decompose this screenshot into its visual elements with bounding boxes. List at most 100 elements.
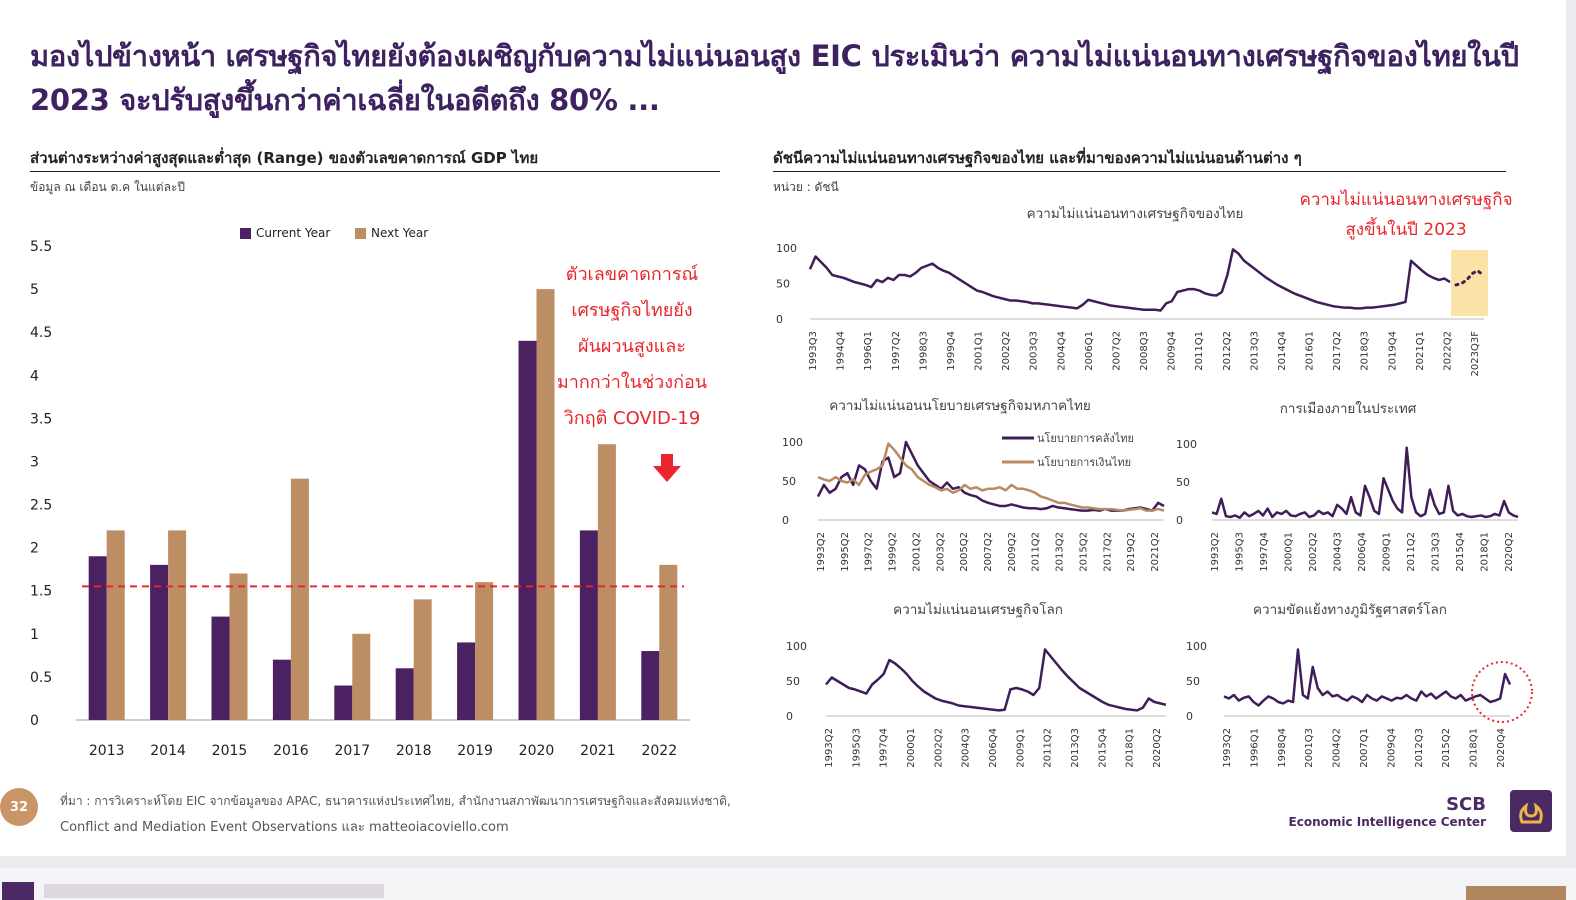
annotation-text: ผันผวนสูงและ [578, 336, 686, 357]
x-tick-label: 2015Q2 [1441, 728, 1452, 768]
x-tick-label: 2013 [89, 743, 125, 759]
next-slide-title-placeholder [44, 884, 384, 898]
x-tick-label: 2006Q4 [988, 728, 999, 768]
x-tick-label: 2020 [519, 743, 555, 759]
x-tick-label: 1995Q3 [851, 728, 862, 768]
x-tick-label: 2016Q1 [1305, 331, 1316, 371]
right-panel-title: ดัชนีความไม่แน่นอนทางเศรษฐกิจของไทย และท… [773, 149, 1302, 167]
x-tick-label: 2007Q2 [1111, 331, 1122, 371]
next-slide-tag [1466, 886, 1566, 900]
x-tick-label: 2004Q3 [961, 728, 972, 768]
y-tick-label: 2.5 [30, 498, 52, 514]
legend-swatch [240, 228, 251, 239]
y-tick-label: 5 [30, 282, 39, 298]
x-tick-label: 2016 [273, 743, 309, 759]
y-tick-label: 0.5 [30, 670, 52, 686]
x-tick-label: 2007Q1 [1359, 728, 1370, 768]
bar-next-year [536, 289, 555, 720]
bar-current-year [88, 556, 107, 720]
legend-label: นโยบายการเงินไทย [1037, 455, 1131, 469]
x-tick-label: 2019 [457, 743, 493, 759]
forecast-highlight-box [1451, 250, 1488, 316]
x-tick-label: 2017Q2 [1102, 532, 1113, 572]
bar-next-year [659, 564, 678, 720]
y-tick-label: 100 [776, 242, 797, 255]
x-tick-label: 2001Q1 [974, 331, 985, 371]
x-tick-label: 2021Q2 [1150, 532, 1161, 572]
x-tick-label: 2009Q1 [1015, 728, 1026, 768]
x-tick-label: 2015Q2 [1078, 532, 1089, 572]
y-tick-label: 3 [30, 454, 39, 470]
y-tick-label: 100 [1186, 640, 1207, 653]
x-tick-label: 2018Q1 [1125, 728, 1136, 768]
x-tick-label: 1997Q2 [864, 532, 875, 572]
logo-subtitle: Economic Intelligence Center [1288, 815, 1486, 829]
legend-swatch [355, 228, 366, 239]
x-tick-label: 2009Q4 [1386, 728, 1397, 768]
x-tick-label: 1997Q4 [879, 728, 890, 768]
x-tick-label: 1998Q3 [918, 331, 929, 371]
x-tick-label: 2011Q1 [1194, 331, 1205, 371]
x-tick-label: 1993Q2 [1222, 728, 1233, 768]
bar-current-year [641, 651, 660, 720]
y-tick-label: 50 [782, 475, 796, 488]
bar-current-year [150, 564, 169, 720]
subchart-title: ความไม่แน่นอนทางเศรษฐกิจของไทย [1027, 206, 1244, 222]
x-tick-label: 2004Q2 [1332, 728, 1343, 768]
x-tick-label: 1994Q4 [836, 331, 847, 371]
series-line [1211, 446, 1519, 519]
x-tick-label: 2000Q1 [1284, 532, 1295, 572]
subchart-title: ความไม่แน่นอนนโยบายเศรษฐกิจมหภาคไทย [829, 397, 1091, 414]
bar-next-year [413, 599, 432, 720]
x-tick-label: 2018 [396, 743, 432, 759]
x-tick-label: 1999Q4 [946, 331, 957, 371]
down-arrow-icon [653, 454, 681, 482]
left-panel-title: ส่วนต่างระหว่างค่าสูงสุดและต่ำสุด (Range… [30, 149, 539, 167]
x-tick-label: 2015 [212, 743, 248, 759]
slide-title: มองไปข้างหน้า เศรษฐกิจไทยยังต้องเผชิญกับ… [30, 39, 1519, 117]
y-tick-label: 0 [1186, 710, 1193, 723]
series-line [825, 648, 1167, 712]
x-tick-label: 2004Q3 [1333, 532, 1344, 572]
x-tick-label: 1993Q3 [808, 331, 819, 371]
y-tick-label: 0 [786, 710, 793, 723]
x-tick-label: 2012Q3 [1414, 728, 1425, 768]
x-tick-label: 2022Q2 [1442, 331, 1453, 371]
next-slide-mark [2, 882, 34, 900]
x-tick-label: 2023Q3F [1470, 331, 1481, 377]
x-tick-label: 2007Q2 [983, 532, 994, 572]
series-line [808, 248, 1451, 312]
y-tick-label: 4 [30, 368, 39, 384]
y-tick-label: 100 [782, 436, 803, 449]
x-tick-label: 2015Q4 [1097, 728, 1108, 768]
x-tick-label: 2011Q2 [1031, 532, 1042, 572]
x-tick-label: 2006Q1 [1084, 331, 1095, 371]
x-tick-label: 2001Q3 [1304, 728, 1315, 768]
x-tick-label: 1993Q2 [816, 532, 827, 572]
x-tick-label: 2002Q2 [1001, 331, 1012, 371]
bar-current-year [395, 668, 414, 720]
subchart-title: ความไม่แน่นอนเศรษฐกิจโลก [893, 601, 1063, 618]
x-tick-label: 1993Q2 [824, 728, 835, 768]
x-tick-label: 2009Q2 [1007, 532, 1018, 572]
logo-brand: SCB [1446, 794, 1486, 815]
x-tick-label: 2009Q4 [1167, 331, 1178, 371]
scb-logo-icon [1510, 790, 1552, 832]
legend-label: Next Year [371, 226, 428, 240]
x-tick-label: 2009Q1 [1382, 532, 1393, 572]
x-tick-label: 2019Q2 [1126, 532, 1137, 572]
page-number: 32 [0, 788, 38, 826]
x-tick-label: 1998Q4 [1277, 728, 1288, 768]
x-tick-label: 2013Q3 [1249, 331, 1260, 371]
x-tick-label: 2019Q4 [1387, 331, 1398, 371]
x-tick-label: 2014 [150, 743, 186, 759]
x-tick-label: 2014Q4 [1277, 331, 1288, 371]
y-tick-label: 0 [782, 514, 789, 527]
source-line-1: ที่มา : การวิเคราะห์โดย EIC จากข้อมูลของ… [60, 794, 731, 808]
x-tick-label: 1995Q2 [840, 532, 851, 572]
x-tick-label: 1993Q2 [1210, 532, 1221, 572]
annotation-text: มากกว่าในช่วงก่อน [557, 371, 707, 393]
bar-next-year [168, 530, 187, 720]
x-tick-label: 2008Q3 [1139, 331, 1150, 371]
y-tick-label: 5.5 [30, 239, 52, 255]
